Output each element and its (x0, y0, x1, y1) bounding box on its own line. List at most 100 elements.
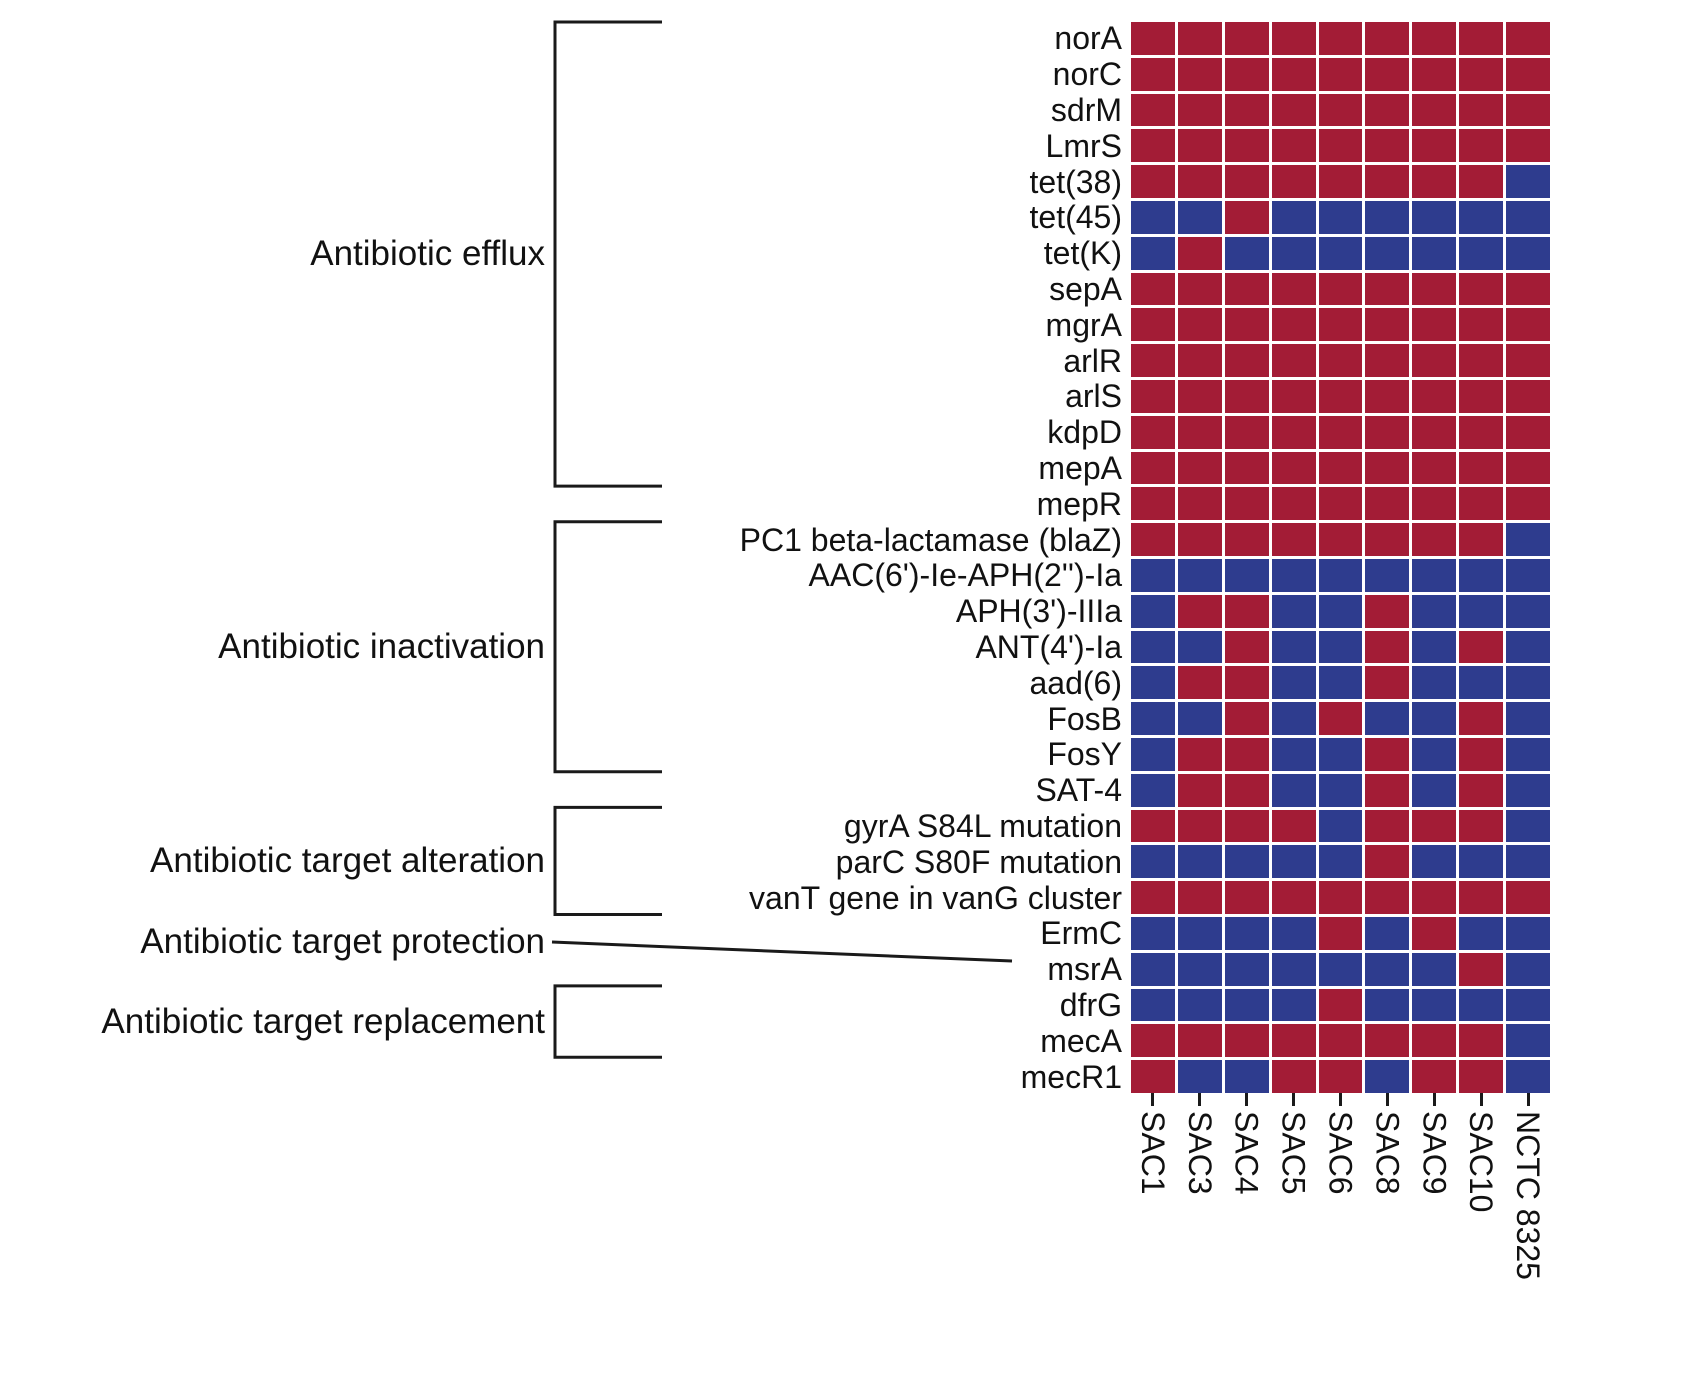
row-label-arls: arlS (1065, 378, 1122, 415)
col-label-sac4: SAC4 (1228, 1111, 1265, 1195)
cell-mgra-sac8 (1365, 308, 1410, 342)
cell-tet-38-sac10 (1459, 165, 1504, 198)
cell-kdpd-sac8 (1365, 415, 1410, 449)
cell-dfrg-sac10 (1459, 988, 1504, 1022)
cell-nora-sac10 (1459, 22, 1504, 55)
cell-sepa-sac1 (1131, 272, 1175, 306)
cell-msra-sac10 (1459, 952, 1504, 986)
cell-aad-6-sac4 (1224, 666, 1269, 700)
cell-mepa-sac4 (1224, 451, 1269, 485)
cell-fosy-sac1 (1131, 737, 1175, 771)
cell-parc-s80f-mutation-sac5 (1271, 845, 1316, 879)
cell-aac-6-ie-aph-2-ia-sac3 (1177, 558, 1222, 592)
cell-tet-k-sac6 (1318, 236, 1363, 270)
cell-sat-4-sac1 (1131, 773, 1175, 807)
cell-ant-4-ia-sac9 (1412, 630, 1457, 664)
category-label-antibiotic-inactivation: Antibiotic inactivation (218, 626, 545, 666)
cell-pc1-beta-lactamase-blaz-sac1 (1131, 523, 1175, 556)
col-label-sac1: SAC1 (1134, 1111, 1171, 1195)
x-axis-tick (1526, 1093, 1530, 1106)
cell-lmrs-sac4 (1224, 129, 1269, 163)
cell-aad-6-sac6 (1318, 666, 1363, 700)
cell-msra-sac4 (1224, 952, 1269, 986)
cell-nora-sac9 (1412, 22, 1457, 55)
cell-tet-45-sac6 (1318, 200, 1363, 234)
cell-mepa-sac9 (1412, 451, 1457, 485)
cell-mepr-sac9 (1412, 487, 1457, 521)
cell-tet-k-sac4 (1224, 236, 1269, 270)
cell-mgra-sac9 (1412, 308, 1457, 342)
cell-mecr1-sac4 (1224, 1060, 1269, 1093)
cell-mepa-sac1 (1131, 451, 1175, 485)
row-label-nora: norA (1054, 20, 1122, 57)
cell-sepa-sac9 (1412, 272, 1457, 306)
cell-arls-sac8 (1365, 379, 1410, 413)
cell-norc-sac3 (1177, 57, 1222, 91)
cell-meca-sac3 (1177, 1024, 1222, 1058)
cell-mepa-sac5 (1271, 451, 1316, 485)
cell-aad-6-sac10 (1459, 666, 1504, 700)
row-label-dfrg: dfrG (1059, 986, 1122, 1023)
cell-msra-sac9 (1412, 952, 1457, 986)
cell-tet-k-sac5 (1271, 236, 1316, 270)
cell-aac-6-ie-aph-2-ia-sac5 (1271, 558, 1316, 592)
heatmap-grid (1131, 22, 1550, 1093)
cell-kdpd-sac3 (1177, 415, 1222, 449)
cell-msra-sac6 (1318, 952, 1363, 986)
cell-lmrs-sac10 (1459, 129, 1504, 163)
cell-arls-sac3 (1177, 379, 1222, 413)
cell-parc-s80f-mutation-sac4 (1224, 845, 1269, 879)
row-label-tet-k: tet(K) (1043, 235, 1122, 272)
cell-aac-6-ie-aph-2-ia-sac8 (1365, 558, 1410, 592)
cell-arlr-sac9 (1412, 344, 1457, 377)
cell-arls-sac1 (1131, 379, 1175, 413)
cell-tet-45-sac8 (1365, 200, 1410, 234)
cell-vant-gene-in-vang-cluster-sac8 (1365, 881, 1410, 914)
cell-tet-38-sac5 (1271, 165, 1316, 198)
cell-ermc-sac9 (1412, 916, 1457, 950)
row-label-ermc: ErmC (1040, 915, 1122, 952)
cell-tet-45-sac9 (1412, 200, 1457, 234)
cell-sat-4-sac4 (1224, 773, 1269, 807)
cell-aac-6-ie-aph-2-ia-sac10 (1459, 558, 1504, 592)
cell-tet-38-nctc-8325 (1506, 165, 1550, 198)
row-label-aph-3-iiia: APH(3')-IIIa (955, 593, 1122, 630)
cell-aac-6-ie-aph-2-ia-nctc-8325 (1506, 558, 1550, 592)
cell-mepr-sac1 (1131, 487, 1175, 521)
cell-meca-sac9 (1412, 1024, 1457, 1058)
cell-msra-sac5 (1271, 952, 1316, 986)
row-label-aac-6-ie-aph-2-ia: AAC(6')-Ie-APH(2'')-Ia (808, 557, 1122, 594)
cell-tet-k-sac8 (1365, 236, 1410, 270)
cell-aac-6-ie-aph-2-ia-sac1 (1131, 558, 1175, 592)
cell-kdpd-sac4 (1224, 415, 1269, 449)
cell-norc-sac6 (1318, 57, 1363, 91)
row-label-ant-4-ia: ANT(4')-Ia (975, 628, 1122, 665)
cell-ant-4-ia-sac4 (1224, 630, 1269, 664)
cell-sdrm-sac6 (1318, 93, 1363, 127)
cell-fosb-sac1 (1131, 702, 1175, 735)
sample-column-axis: SAC1 SAC3 SAC4 SAC5 SAC6 SAC8 SAC9 SAC10 NCTC 83… (1131, 1093, 1550, 1280)
cell-aph-3-iiia-sac10 (1459, 594, 1504, 628)
cell-fosy-sac10 (1459, 737, 1504, 771)
cell-tet-38-sac9 (1412, 165, 1457, 198)
cell-dfrg-sac1 (1131, 988, 1175, 1022)
category-label-antibiotic-target-replacement: Antibiotic target replacement (101, 1001, 545, 1041)
cell-aad-6-nctc-8325 (1506, 666, 1550, 700)
cell-aad-6-sac3 (1177, 666, 1222, 700)
cell-mgra-sac1 (1131, 308, 1175, 342)
cell-meca-sac4 (1224, 1024, 1269, 1058)
cell-ermc-sac1 (1131, 916, 1175, 950)
cell-aad-6-sac9 (1412, 666, 1457, 700)
cell-vant-gene-in-vang-cluster-sac6 (1318, 881, 1363, 914)
cell-lmrs-sac8 (1365, 129, 1410, 163)
cell-lmrs-sac5 (1271, 129, 1316, 163)
cell-lmrs-sac6 (1318, 129, 1363, 163)
cell-arlr-sac3 (1177, 344, 1222, 377)
cell-lmrs-sac3 (1177, 129, 1222, 163)
cell-pc1-beta-lactamase-blaz-sac5 (1271, 523, 1316, 556)
row-label-mepa: mepA (1038, 449, 1122, 486)
cell-pc1-beta-lactamase-blaz-sac9 (1412, 523, 1457, 556)
cell-fosy-sac6 (1318, 737, 1363, 771)
cell-fosb-sac9 (1412, 702, 1457, 735)
cell-arls-nctc-8325 (1506, 379, 1550, 413)
